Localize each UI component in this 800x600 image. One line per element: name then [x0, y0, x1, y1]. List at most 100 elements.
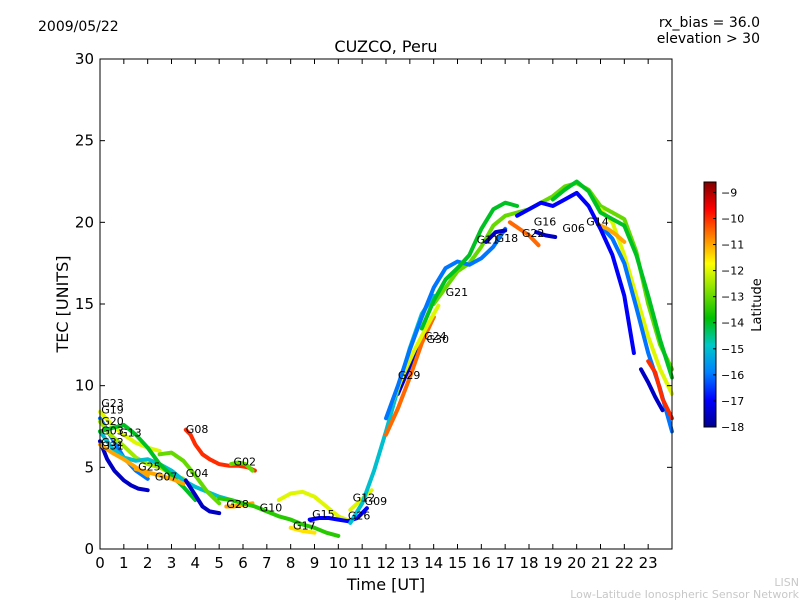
colorbar-tick-label: −15	[721, 343, 744, 356]
x-tick-label: 5	[214, 554, 224, 572]
x-tick-label: 13	[400, 554, 419, 572]
label-g19: G19	[101, 403, 124, 416]
x-axis-label: Time [UT]	[346, 575, 425, 594]
x-tick-label: 21	[591, 554, 610, 572]
x-tick-label: 4	[191, 554, 201, 572]
label-g13: G13	[119, 426, 142, 439]
series-g07	[157, 450, 222, 506]
y-ticks: 0 5 10 15 20 25 30	[75, 50, 672, 558]
series-g29	[384, 315, 436, 437]
label-g17: G17	[293, 519, 316, 532]
x-tick-label: 20	[567, 554, 586, 572]
x-tick-label: 19	[543, 554, 562, 572]
label-g08: G08	[186, 423, 209, 436]
y-tick-label: 15	[75, 295, 94, 313]
colorbar-tick-label: −17	[721, 395, 744, 408]
date-label: 2009/05/22	[38, 19, 119, 35]
chart-title: CUZCO, Peru	[334, 37, 437, 56]
label-g15: G15	[312, 508, 335, 521]
label-g32: G32	[101, 436, 124, 449]
y-tick-label: 0	[84, 540, 94, 558]
label-g20: G20	[101, 415, 124, 428]
series-g17	[288, 525, 317, 535]
x-tick-label: 18	[519, 554, 538, 572]
series-g06	[515, 190, 636, 355]
org-short-label: LISN	[774, 576, 799, 589]
y-axis-label: TEC [UNITS]	[53, 256, 72, 354]
label-g07: G07	[155, 470, 178, 483]
label-g11: G11	[477, 234, 500, 247]
x-tick-label: 8	[286, 554, 296, 572]
label-g25: G25	[138, 461, 161, 474]
series-g18	[484, 228, 508, 244]
series-g16	[534, 230, 558, 239]
series-g15	[276, 489, 353, 524]
label-g24: G24	[424, 330, 447, 343]
x-tick-label: 23	[639, 554, 658, 572]
extra-curve-0	[431, 181, 674, 372]
label-g14: G14	[586, 216, 609, 229]
series-g26	[307, 506, 369, 524]
series-g22	[507, 220, 541, 248]
series-g12	[348, 488, 374, 512]
label-g12: G12	[353, 492, 376, 505]
x-tick-label: 1	[119, 554, 129, 572]
colorbar-tick-label: −18	[721, 421, 744, 434]
y-tick-label: 5	[84, 458, 94, 476]
series-curves	[98, 179, 674, 538]
colorbar-ticks: −18 −17 −16 −15 −14 −13 −12 −11 −10 −9	[713, 186, 744, 434]
label-g04: G04	[186, 467, 209, 480]
colorbar-tick-label: −11	[721, 239, 744, 252]
extra-curve-3	[646, 359, 674, 421]
series-g32	[98, 439, 150, 493]
label-g18: G18	[496, 232, 519, 245]
series-g14	[550, 179, 674, 380]
y-tick-label: 25	[75, 132, 94, 150]
series-g08	[183, 427, 257, 473]
colorbar-tick-label: −12	[721, 265, 744, 278]
x-tick-label: 7	[262, 554, 272, 572]
x-tick-label: 11	[353, 554, 372, 572]
x-tick-label: 2	[143, 554, 153, 572]
label-g29: G29	[398, 369, 421, 382]
extra-curve-1	[598, 207, 674, 396]
extra-curve-5	[598, 223, 627, 244]
x-tick-label: 22	[615, 554, 634, 572]
colorbar	[703, 181, 717, 428]
x-tick-label: 15	[448, 554, 467, 572]
colorbar-tick-label: −16	[721, 369, 744, 382]
x-tick-label: 12	[376, 554, 395, 572]
colorbar-label: Latitude	[750, 278, 765, 332]
x-tick-label: 0	[95, 554, 105, 572]
label-g10: G10	[260, 501, 283, 514]
label-g16: G16	[534, 216, 557, 229]
rx-bias-label: rx_bias = 36.0	[659, 15, 760, 31]
label-g06: G06	[562, 222, 585, 235]
label-g26: G26	[348, 510, 371, 523]
colorbar-tick-label: −10	[721, 212, 744, 225]
label-g03: G03	[101, 425, 124, 438]
series-g02	[229, 460, 255, 473]
colorbar-tick-label: −13	[721, 291, 744, 304]
x-tick-label: 17	[496, 554, 515, 572]
label-g09: G09	[365, 495, 388, 508]
x-tick-label: 6	[238, 554, 248, 572]
x-tick-label: 9	[310, 554, 320, 572]
extra-curve-4	[639, 367, 665, 413]
y-tick-label: 10	[75, 377, 94, 395]
x-tick-label: 16	[472, 554, 491, 572]
x-tick-label: 3	[167, 554, 177, 572]
series-g04	[183, 478, 222, 516]
y-tick-label: 30	[75, 50, 94, 68]
label-g23: G23	[101, 397, 124, 410]
label-g31: G31	[101, 439, 124, 452]
series-g11	[419, 200, 520, 331]
colorbar-tick-label: −14	[721, 317, 744, 330]
label-g30: G30	[427, 333, 450, 346]
colorbar-tick-label: −9	[721, 186, 737, 199]
series-g21	[384, 226, 508, 421]
org-long-label: Low-Latitude Ionospheric Sensor Network	[570, 588, 799, 600]
label-g28: G28	[226, 498, 249, 511]
x-tick-label: 14	[424, 554, 443, 572]
